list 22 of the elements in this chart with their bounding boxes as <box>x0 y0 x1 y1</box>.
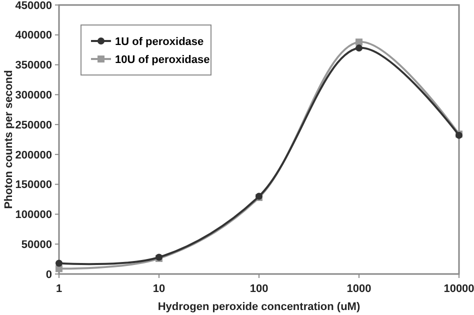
y-tick-label: 300000 <box>15 90 52 102</box>
y-tick-label: 400000 <box>15 30 52 42</box>
y-tick-label: 50000 <box>21 238 52 251</box>
legend-label: 1U of peroxidase <box>115 36 204 48</box>
y-tick-label: 200000 <box>15 149 52 162</box>
point <box>356 44 362 52</box>
x-tick-label: 1000 <box>346 283 372 295</box>
y-tick-label: 250000 <box>15 119 52 132</box>
point <box>56 260 62 267</box>
x-tick-label: 100 <box>250 283 268 295</box>
y-tick-label: 450000 <box>15 0 52 12</box>
y-axis-title: Photon counts per second <box>3 70 15 209</box>
point <box>356 38 362 46</box>
y-tick-label: 150000 <box>15 179 52 192</box>
legend-label: 10U of peroxidase <box>115 54 210 66</box>
y-tick-label: 100000 <box>15 209 52 222</box>
y-tick-label: 350000 <box>15 60 52 72</box>
x-axis-title: Hydrogen peroxide concentration (uM) <box>158 301 360 313</box>
y-tick-label: 0 <box>46 268 52 281</box>
x-tick-label: 1 <box>56 283 62 295</box>
x-tick-label: 10 <box>152 283 166 295</box>
x-tick-label: 10000 <box>444 283 474 295</box>
